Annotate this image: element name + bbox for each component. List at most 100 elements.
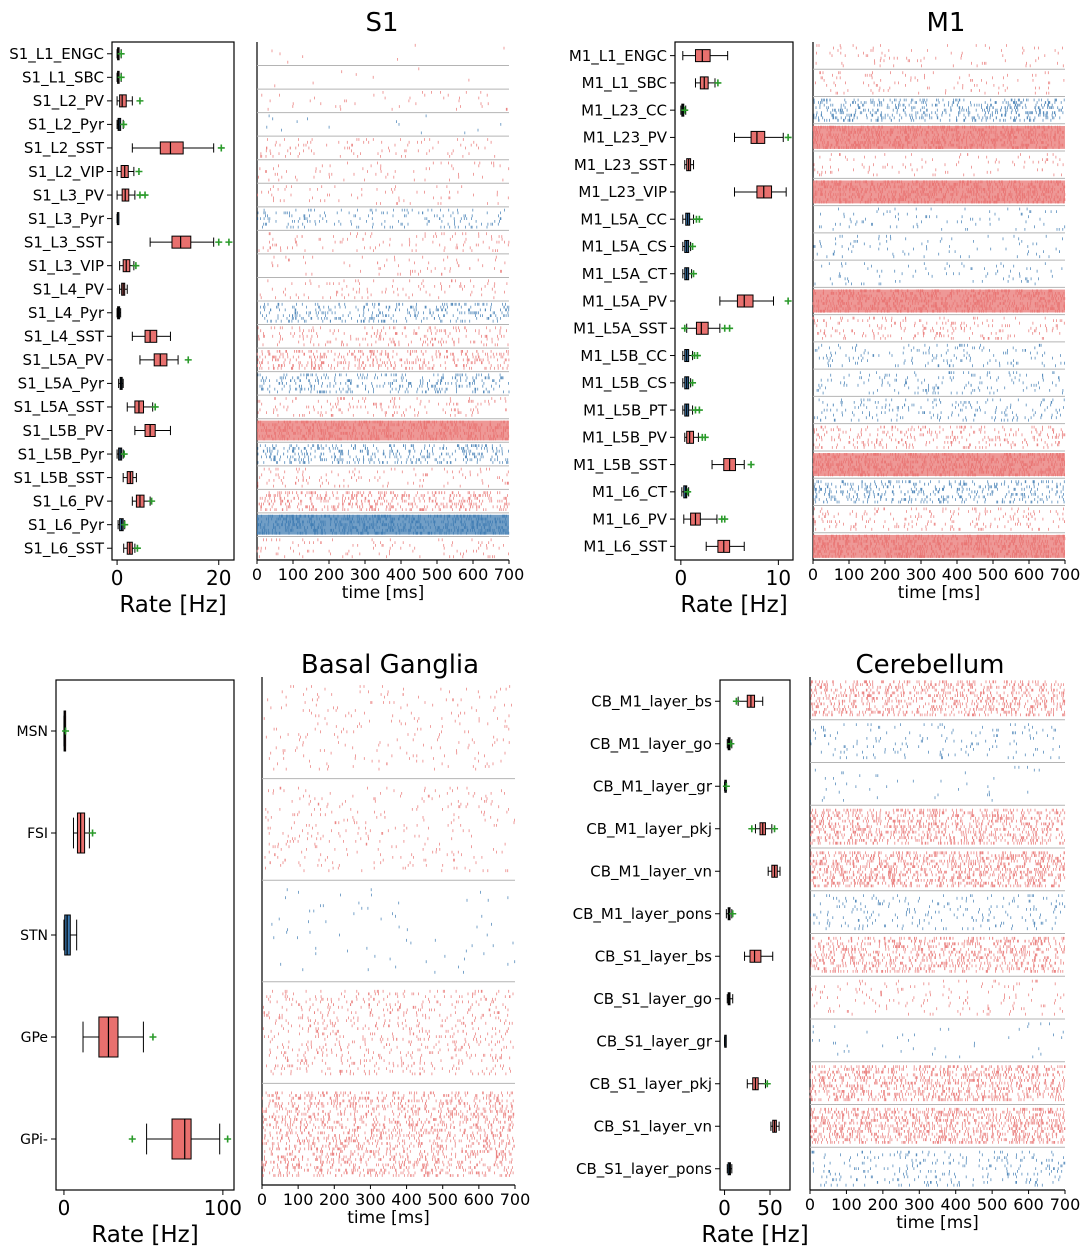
raster-spikes	[811, 979, 1065, 1016]
population-label: S1_L6_PV	[33, 492, 105, 511]
time-tick-label: 700	[494, 565, 525, 584]
time-tick-label: 200	[870, 565, 901, 584]
time-tick-label: 0	[805, 1195, 815, 1214]
raster-band	[257, 467, 509, 488]
population-label: CB_M1_layer_bs	[591, 693, 712, 712]
raster-band	[257, 373, 510, 394]
population-label: S1_L3_VIP	[28, 257, 104, 276]
raster-band	[812, 289, 1066, 313]
boxplot-frame	[55, 679, 235, 1191]
box-outlier	[695, 215, 703, 223]
raster-spikes	[810, 1107, 1066, 1144]
raster-band	[810, 808, 1066, 845]
box-outlier	[784, 133, 792, 141]
raster-band	[257, 326, 509, 347]
population-label: M1_L6_SST	[583, 538, 667, 557]
box-outlier	[215, 238, 223, 246]
raster-spikes	[812, 316, 1065, 340]
box-outlier	[681, 106, 689, 114]
raster-spikes	[271, 255, 506, 276]
panel-title: Basal Ganglia	[301, 650, 479, 680]
panel-title: Cerebellum	[855, 650, 1004, 680]
raster-spikes	[263, 685, 512, 771]
population-label: S1_L3_SST	[24, 233, 105, 252]
time-axis-label: time [ms]	[342, 583, 425, 603]
box-outlier	[771, 825, 779, 833]
raster-band	[813, 425, 1066, 449]
raster-spikes	[814, 343, 1065, 368]
raster-spikes	[274, 67, 470, 88]
population-label: CB_S1_layer_gr	[596, 1033, 712, 1052]
box-outlier	[89, 829, 97, 837]
box-outlier	[121, 521, 129, 529]
box-outlier	[120, 450, 128, 458]
population-label: S1_L5A_PV	[22, 351, 104, 370]
raster-band	[262, 989, 514, 1076]
box-iqr	[171, 1118, 192, 1160]
raster-band	[810, 894, 1066, 931]
time-tick-label: 300	[355, 1190, 386, 1209]
population-label: CB_M1_layer_pons	[573, 905, 713, 924]
box-outlier	[693, 352, 701, 360]
time-tick-label: 400	[386, 565, 417, 584]
population-label: M1_L23_PV	[583, 129, 668, 148]
raster-band	[815, 71, 1065, 95]
raster-spikes	[257, 397, 507, 417]
population-label: S1_L5B_Pyr	[18, 445, 105, 464]
time-tick-label: 300	[904, 1195, 935, 1214]
raster-spikes	[256, 350, 510, 370]
population-label: CB_M1_layer_go	[590, 735, 712, 754]
raster-spikes	[812, 125, 1064, 149]
raster-band	[813, 234, 1063, 259]
raster-band	[813, 480, 1065, 504]
population-label: MSN	[17, 724, 48, 740]
time-tick-label: 0	[808, 565, 818, 584]
time-tick-label: 500	[422, 565, 453, 584]
time-tick-label: 400	[940, 1195, 971, 1214]
raster-spikes	[812, 453, 1065, 477]
time-tick-label: 600	[1013, 1195, 1044, 1214]
raster-band	[258, 232, 510, 252]
box-outlier	[224, 1135, 232, 1143]
box-iqr	[159, 141, 184, 155]
box-outlier	[732, 697, 740, 705]
raster-band	[811, 1150, 1066, 1187]
raster-spikes	[257, 444, 509, 464]
population-label: S1_L2_Pyr	[28, 116, 105, 135]
population-label: S1_L2_VIP	[28, 163, 104, 182]
rate-tick-label: 0	[674, 566, 687, 590]
population-label: M1_L5A_PV	[582, 292, 668, 311]
population-label: M1_L5B_PV	[582, 429, 668, 448]
raster-band	[819, 207, 1066, 231]
box-outlier	[151, 403, 159, 411]
box-outlier	[117, 73, 125, 81]
raster-spikes	[813, 153, 1064, 177]
raster-band	[271, 888, 516, 974]
population-label: CB_M1_layer_vn	[590, 863, 712, 882]
raster-band	[811, 979, 1065, 1016]
time-tick-label: 200	[319, 1190, 350, 1209]
raster-band	[266, 114, 502, 135]
box-outlier	[701, 433, 709, 441]
time-tick-label: 400	[391, 1190, 422, 1209]
box-iqr	[750, 130, 766, 144]
population-label: CB_M1_layer_gr	[593, 778, 713, 797]
time-tick-label: 100	[831, 1195, 862, 1214]
box-outlier	[120, 120, 128, 128]
raster-dense-fill	[813, 289, 1065, 313]
time-tick-label: 600	[464, 1190, 495, 1209]
population-label: M1_L6_PV	[592, 510, 667, 529]
box-outlier	[763, 1080, 771, 1088]
raster-spikes	[812, 1022, 1064, 1059]
box-outlier	[689, 379, 697, 387]
rate-tick-label: 50	[757, 1196, 782, 1220]
time-tick-label: 100	[278, 565, 309, 584]
raster-spikes	[259, 279, 508, 300]
time-tick-label: 100	[283, 1190, 314, 1209]
raster-spikes	[264, 786, 515, 873]
raster-spikes	[258, 491, 510, 511]
raster-band	[257, 185, 509, 205]
raster-spikes	[260, 302, 510, 323]
box-outlier	[684, 488, 692, 496]
raster-spikes	[258, 161, 510, 182]
